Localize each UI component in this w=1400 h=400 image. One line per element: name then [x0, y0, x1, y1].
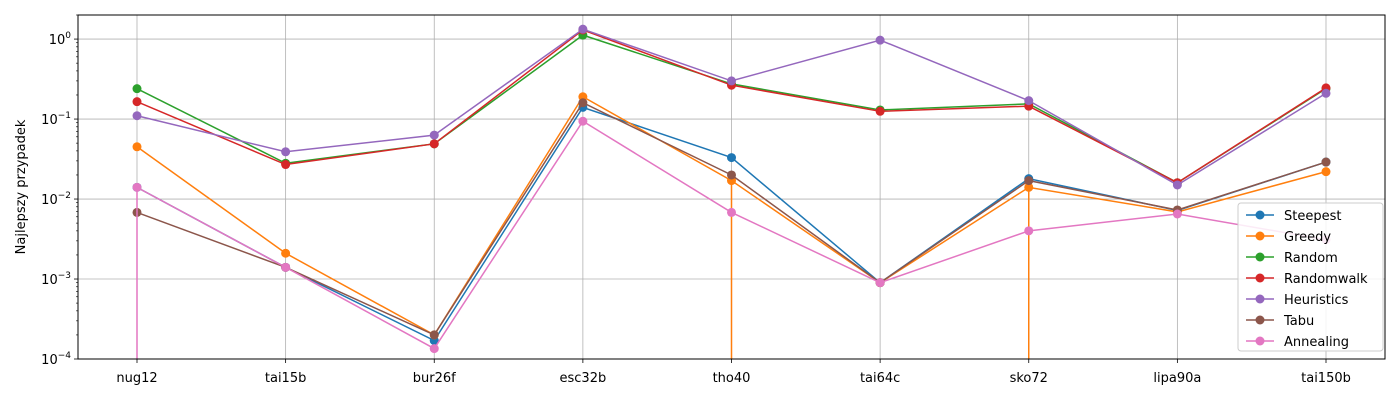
- data-point: [1172, 180, 1182, 190]
- data-point: [1321, 88, 1331, 98]
- x-tick-label: sko72: [1010, 371, 1048, 386]
- legend-marker: [1255, 294, 1265, 304]
- legend-label: Random: [1284, 251, 1338, 266]
- x-tick-label: tai150b: [1301, 371, 1351, 386]
- legend-marker: [1255, 315, 1265, 325]
- x-tick-label: esc32b: [560, 371, 607, 386]
- series-heuristics: [132, 24, 1331, 190]
- legend-marker: [1255, 210, 1265, 220]
- legend-marker: [1255, 252, 1265, 262]
- y-tick-label: 10−3: [41, 271, 71, 288]
- legend-label: Randomwalk: [1284, 272, 1368, 287]
- legend: Steepest Greedy Random Randomwalk Heuristics…: [1237, 202, 1384, 352]
- legend-label: Greedy: [1284, 230, 1331, 245]
- series-group: [132, 24, 1331, 359]
- data-point: [132, 84, 142, 94]
- axes-group: nug12 tai15b bur26f esc32b tho40 tai64c sko72 l…: [41, 14, 1351, 386]
- data-point: [1321, 167, 1331, 177]
- x-tick-label: tho40: [713, 371, 751, 386]
- y-tick-label: 10−1: [41, 111, 71, 128]
- data-point: [578, 24, 588, 34]
- legend-marker: [1255, 231, 1265, 241]
- data-point: [429, 139, 439, 149]
- data-point: [1024, 182, 1034, 192]
- x-tick-label: tai64c: [860, 371, 900, 386]
- data-point: [727, 207, 736, 217]
- legend-label: Tabu: [1283, 314, 1314, 329]
- x-tick-label: bur26f: [413, 371, 456, 386]
- data-point: [1024, 226, 1034, 236]
- data-point: [132, 97, 142, 107]
- data-point: [1024, 96, 1034, 106]
- data-point: [281, 262, 291, 272]
- y-tick-label: 100: [49, 31, 72, 48]
- data-point: [727, 153, 736, 163]
- legend-marker: [1255, 336, 1265, 346]
- data-point: [132, 111, 142, 121]
- legend-label: Annealing: [1284, 335, 1349, 350]
- data-point: [578, 98, 588, 108]
- data-point: [429, 330, 439, 340]
- x-tick-label: nug12: [116, 371, 157, 386]
- x-tick-label: tai15b: [265, 371, 306, 386]
- y-axis-label: Najlepszy przypadek: [14, 119, 29, 254]
- legend-box: [1237, 202, 1384, 352]
- data-point: [875, 35, 885, 45]
- data-point: [281, 160, 291, 170]
- data-point: [1321, 157, 1331, 167]
- legend-marker: [1255, 273, 1265, 283]
- legend-label: Heuristics: [1284, 293, 1349, 308]
- data-point: [727, 76, 736, 86]
- data-point: [578, 116, 588, 126]
- data-point: [875, 106, 885, 116]
- data-point: [132, 182, 142, 192]
- legend-label: Steepest: [1284, 209, 1341, 224]
- x-tick-label: lipa90a: [1153, 371, 1201, 386]
- data-point: [875, 278, 885, 288]
- data-point: [281, 248, 291, 258]
- data-point: [429, 344, 439, 354]
- data-point: [132, 142, 142, 152]
- y-tick-label: 10−2: [41, 191, 71, 208]
- data-point: [1024, 176, 1034, 186]
- data-point: [429, 130, 439, 140]
- data-point: [727, 170, 736, 180]
- data-point: [281, 147, 291, 157]
- data-point: [1172, 209, 1182, 219]
- y-tick-label: 10−4: [41, 351, 71, 368]
